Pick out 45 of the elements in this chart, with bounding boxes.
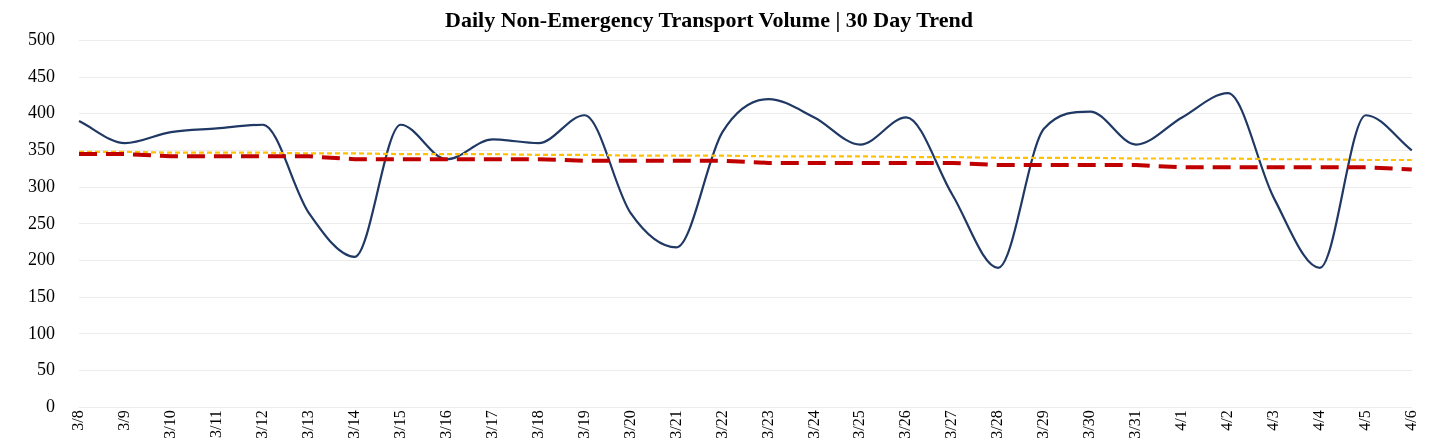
chart-title: Daily Non-Emergency Transport Volume | 30 Day Trend (445, 6, 973, 32)
y-tick-label: 250 (28, 212, 55, 233)
y-tick-label: 100 (28, 322, 55, 343)
x-tick-label: 4/5 (1356, 410, 1374, 431)
y-tick-label: 500 (28, 29, 55, 50)
x-tick-label: 3/10 (161, 410, 179, 439)
x-tick-label: 3/12 (253, 410, 271, 439)
y-tick-label: 450 (28, 65, 55, 86)
x-tick-label: 3/13 (299, 410, 316, 439)
x-tick-label: 3/22 (712, 410, 730, 439)
x-tick-label: 3/16 (436, 410, 454, 439)
x-tick-label: 3/8 (69, 410, 87, 431)
x-tick-label: 3/31 (1126, 410, 1144, 439)
x-tick-label: 4/3 (1264, 410, 1282, 431)
x-tick-label: 3/21 (666, 410, 684, 439)
x-tick-label: 4/2 (1218, 410, 1236, 431)
y-tick-label: 50 (37, 359, 55, 380)
x-tick-label: 3/25 (850, 410, 868, 439)
x-tick-label: 3/30 (1080, 410, 1098, 439)
line-series (77, 150, 1413, 162)
y-tick-label: 0 (46, 395, 55, 416)
x-tick-label: 3/15 (390, 410, 408, 439)
y-tick-label: 150 (28, 285, 55, 306)
x-tick-label: 3/17 (482, 410, 500, 439)
x-tick-label: 3/23 (758, 410, 776, 439)
x-tick-label: 3/28 (988, 410, 1006, 439)
line-series (77, 92, 1413, 269)
x-tick-label: 3/11 (207, 410, 225, 439)
x-tick-label: 4/1 (1172, 410, 1190, 431)
x-tick-label: 4/6 (1402, 410, 1419, 431)
y-tick-label: 400 (28, 102, 55, 123)
y-tick-label: 350 (28, 139, 55, 160)
y-tick-label: 200 (28, 249, 55, 270)
x-tick-label: 3/19 (574, 410, 592, 439)
y-tick-label: 300 (28, 175, 55, 196)
x-tick-label: 4/4 (1310, 410, 1328, 431)
x-tick-label: 3/20 (620, 410, 638, 439)
x-tick-label: 3/14 (344, 410, 362, 439)
x-tick-label: 3/18 (528, 410, 546, 439)
x-tick-label: 3/26 (896, 410, 914, 439)
x-tick-label: 3/27 (942, 410, 960, 439)
x-tick-label: 3/24 (804, 410, 822, 439)
x-tick-label: 3/9 (115, 410, 133, 431)
line-series (77, 152, 1414, 172)
x-tick-label: 3/29 (1034, 410, 1052, 439)
